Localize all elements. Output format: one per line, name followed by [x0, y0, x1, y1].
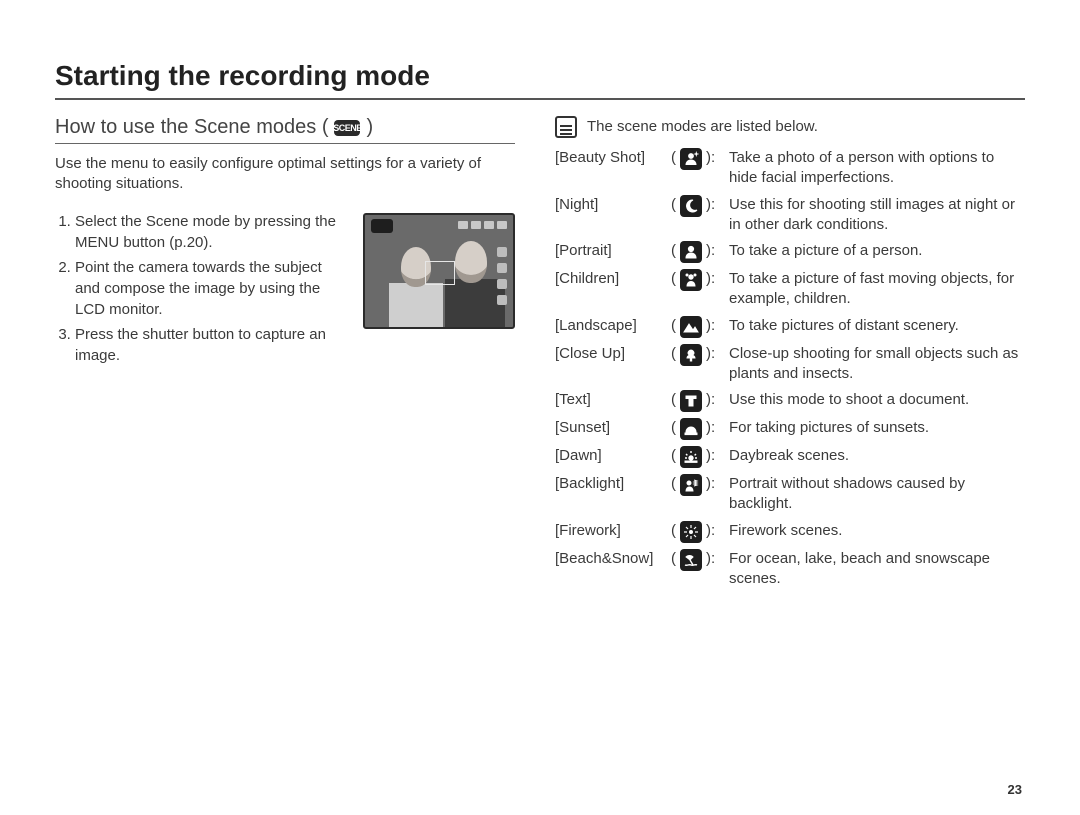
scene-mode-label: [Sunset]	[555, 418, 671, 438]
scene-mode-label: [Night]	[555, 195, 671, 215]
intro-text: Use the menu to easily configure optimal…	[55, 154, 515, 195]
separator: :	[711, 148, 729, 168]
beach-icon	[680, 549, 702, 571]
separator: :	[711, 195, 729, 215]
scene-mode-description: Take a photo of a person with options to…	[729, 148, 1025, 189]
paren-open: (	[671, 344, 676, 364]
scene-mode-description: To take pictures of distant scenery.	[729, 316, 1025, 336]
note-list-icon	[555, 116, 577, 138]
backlight-icon	[680, 474, 702, 496]
steps-list: Select the Scene mode by pressing the ME…	[55, 211, 349, 370]
sunset-icon	[680, 418, 702, 440]
subheading-text: How to use the Scene modes (	[55, 116, 328, 139]
scene-mode-description: Firework scenes.	[729, 521, 1025, 541]
night-icon	[680, 195, 702, 217]
scene-mode-label: [Landscape]	[555, 316, 671, 336]
separator: :	[711, 521, 729, 541]
scene-mode-row: [Firework]() : Firework scenes.	[555, 521, 1025, 543]
scene-mode-label: [Beauty Shot]	[555, 148, 671, 168]
dawn-icon	[680, 446, 702, 468]
paren-open: (	[671, 390, 676, 410]
step-item: Press the shutter button to capture an i…	[75, 324, 349, 366]
separator: :	[711, 344, 729, 364]
note-text: The scene modes are listed below.	[587, 116, 818, 135]
scene-mode-row: [Dawn]() : Daybreak scenes.	[555, 446, 1025, 468]
scene-mode-row: [Beach&Snow]() : For ocean, lake, beach …	[555, 549, 1025, 590]
separator: :	[711, 269, 729, 289]
lcd-preview-illustration	[363, 213, 515, 329]
text-icon	[680, 390, 702, 412]
separator: :	[711, 241, 729, 261]
paren-open: (	[671, 549, 676, 569]
scene-mode-description: For ocean, lake, beach and snowscape sce…	[729, 549, 1025, 590]
scene-mode-label: [Close Up]	[555, 344, 671, 364]
separator: :	[711, 316, 729, 336]
scene-mode-label: [Backlight]	[555, 474, 671, 494]
scene-mode-row: [Backlight]() : Portrait without shadows…	[555, 474, 1025, 515]
paren-open: (	[671, 418, 676, 438]
scene-mode-row: [Night]() : Use this for shooting still …	[555, 195, 1025, 236]
children-icon	[680, 269, 702, 291]
step-item: Select the Scene mode by pressing the ME…	[75, 211, 349, 253]
scene-mode-label: [Text]	[555, 390, 671, 410]
scene-mode-description: To take a picture of a person.	[729, 241, 1025, 261]
scene-mode-row: [Portrait]() : To take a picture of a pe…	[555, 241, 1025, 263]
paren-open: (	[671, 241, 676, 261]
page-number: 23	[1008, 782, 1022, 797]
scene-mode-label: [Firework]	[555, 521, 671, 541]
paren-open: (	[671, 521, 676, 541]
paren-open: (	[671, 316, 676, 336]
scene-badge-icon: SCENE	[334, 120, 360, 136]
right-column: The scene modes are listed below. [Beaut…	[555, 116, 1025, 595]
landscape-icon	[680, 316, 702, 338]
scene-mode-label: [Portrait]	[555, 241, 671, 261]
scene-mode-row: [Close Up]() : Close-up shooting for sma…	[555, 344, 1025, 385]
scene-mode-label: [Dawn]	[555, 446, 671, 466]
scene-mode-description: Close-up shooting for small objects such…	[729, 344, 1025, 385]
scene-mode-description: Use this for shooting still images at ni…	[729, 195, 1025, 236]
separator: :	[711, 418, 729, 438]
paren-open: (	[671, 148, 676, 168]
beauty-icon	[680, 148, 702, 170]
scene-mode-description: Daybreak scenes.	[729, 446, 1025, 466]
scene-mode-description: Portrait without shadows caused by backl…	[729, 474, 1025, 515]
separator: :	[711, 549, 729, 569]
scene-mode-row: [Text]() : Use this mode to shoot a docu…	[555, 390, 1025, 412]
scene-mode-label: [Beach&Snow]	[555, 549, 671, 569]
portrait-icon	[680, 241, 702, 263]
scene-mode-row: [Children]() : To take a picture of fast…	[555, 269, 1025, 310]
paren-open: (	[671, 195, 676, 215]
step-item: Point the camera towards the subject and…	[75, 257, 349, 320]
separator: :	[711, 474, 729, 494]
scene-mode-row: [Sunset]() : For taking pictures of suns…	[555, 418, 1025, 440]
scene-mode-row: [Beauty Shot]() : Take a photo of a pers…	[555, 148, 1025, 189]
paren-open: (	[671, 269, 676, 289]
separator: :	[711, 390, 729, 410]
paren-open: (	[671, 446, 676, 466]
scene-mode-label: [Children]	[555, 269, 671, 289]
subheading-row: How to use the Scene modes ( SCENE )	[55, 116, 515, 144]
page-title: Starting the recording mode	[55, 60, 1025, 100]
scene-mode-row: [Landscape]() : To take pictures of dist…	[555, 316, 1025, 338]
scene-modes-list: [Beauty Shot]() : Take a photo of a pers…	[555, 148, 1025, 589]
subheading-close: )	[366, 116, 373, 139]
closeup-icon	[680, 344, 702, 366]
scene-mode-description: To take a picture of fast moving objects…	[729, 269, 1025, 310]
firework-icon	[680, 521, 702, 543]
scene-mode-description: For taking pictures of sunsets.	[729, 418, 1025, 438]
scene-mode-description: Use this mode to shoot a document.	[729, 390, 1025, 410]
paren-open: (	[671, 474, 676, 494]
left-column: How to use the Scene modes ( SCENE ) Use…	[55, 116, 515, 595]
separator: :	[711, 446, 729, 466]
